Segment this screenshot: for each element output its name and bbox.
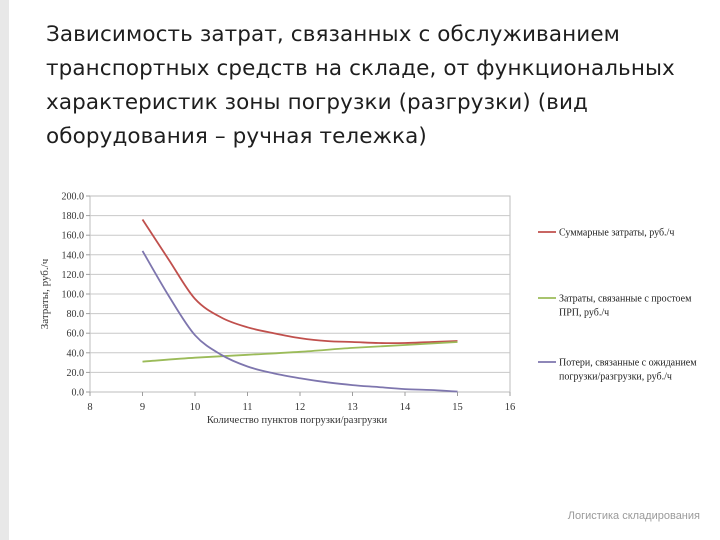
y-tick-label: 0.0 <box>72 388 85 399</box>
gridlines <box>86 195 511 396</box>
left-stripe <box>0 0 9 540</box>
y-axis-label: Затраты, руб./ч <box>39 258 51 329</box>
x-axis-label: Количество пунктов погрузки/разгрузки <box>207 415 388 426</box>
x-tick-label: 8 <box>87 402 92 413</box>
chart-area <box>12 186 712 440</box>
legend: Суммарные затраты, руб./ч Затраты, связан… <box>538 228 697 383</box>
series-line-3 <box>141 250 458 393</box>
x-tick-label: 16 <box>505 402 516 413</box>
x-tick-label: 9 <box>140 402 145 413</box>
x-tick-label: 13 <box>347 402 358 413</box>
legend-item-2: Затраты, связанные с простоем ПРП, руб./ч <box>538 294 692 319</box>
x-tick-label: 10 <box>190 402 201 413</box>
y-tick-label: 60.0 <box>67 329 85 340</box>
footer: Логистика складирования <box>567 510 700 522</box>
y-tick-label: 40.0 <box>67 348 85 359</box>
x-tick-label: 15 <box>452 402 463 413</box>
x-tick-label: 14 <box>400 402 411 413</box>
legend-item-1: Суммарные затраты, руб./ч <box>538 228 674 239</box>
slide-title: Зависимость затрат, связанных с обслужив… <box>46 22 675 149</box>
series-lines <box>141 219 458 393</box>
y-tick-label: 20.0 <box>67 368 85 379</box>
series-line-2 <box>142 341 458 363</box>
legend-label-cont: погрузки/разгрузки, руб./ч <box>559 372 672 383</box>
series-line-1 <box>141 219 458 345</box>
chart: 0.0 20.0 40.0 60.0 80.0 100.0 120.0 140.0 160.0 1… <box>12 186 712 440</box>
y-tick-label: 80.0 <box>67 309 85 320</box>
x-tick-labels: 8 9 10 11 12 13 14 15 16 <box>87 402 515 413</box>
legend-label: Суммарные затраты, руб./ч <box>559 228 674 239</box>
x-tick-label: 11 <box>242 402 252 413</box>
legend-label: Потери, связанные с ожиданием <box>559 358 697 369</box>
x-tick-label: 12 <box>295 402 306 413</box>
legend-label-cont: ПРП, руб./ч <box>559 308 609 319</box>
y-tick-label: 160.0 <box>62 231 85 242</box>
y-tick-label: 120.0 <box>62 270 85 281</box>
y-tick-label: 100.0 <box>62 290 85 301</box>
legend-item-3: Потери, связанные с ожиданием погрузки/ра… <box>538 358 697 383</box>
legend-label: Затраты, связанные с простоем <box>559 294 692 305</box>
y-tick-label: 200.0 <box>62 192 85 203</box>
y-tick-labels: 0.0 20.0 40.0 60.0 80.0 100.0 120.0 140.0 160.0 1… <box>62 192 85 399</box>
y-tick-label: 140.0 <box>62 250 85 261</box>
y-tick-label: 180.0 <box>62 211 85 222</box>
